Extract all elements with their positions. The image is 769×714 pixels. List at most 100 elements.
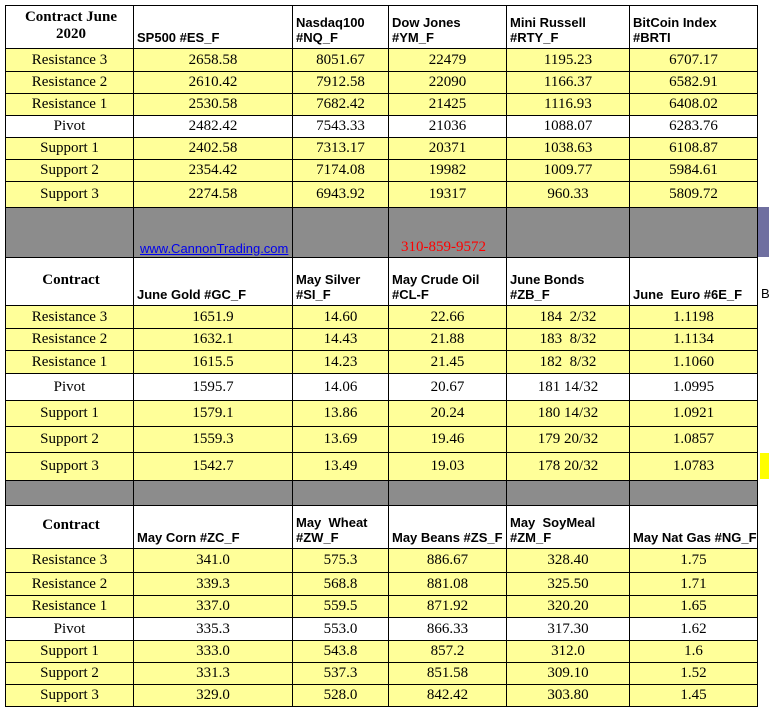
- data-cell: 335.3: [133, 617, 293, 641]
- header-text: Dow Jones: [392, 15, 461, 30]
- data-cell: 8051.67: [292, 48, 389, 72]
- data-cell: 1.65: [629, 595, 758, 618]
- data-cell: 21.45: [388, 350, 507, 374]
- header-text: Nasdaq100: [296, 15, 365, 30]
- data-cell: 1.0857: [629, 426, 758, 453]
- data-cell: 6707.17: [629, 48, 758, 72]
- data-cell: 1615.5: [133, 350, 293, 374]
- separator-cell: [5, 207, 134, 258]
- header-cell: Contract June 2020: [5, 5, 134, 49]
- header-text: #NQ_F: [296, 30, 338, 45]
- header-text: June Euro #6E_F: [633, 287, 743, 302]
- data-cell: 1.0921: [629, 400, 758, 427]
- data-cell: 14.43: [292, 328, 389, 351]
- data-cell: 553.0: [292, 617, 389, 641]
- data-cell: 20.67: [388, 373, 507, 401]
- data-cell: 1.0783: [629, 452, 758, 481]
- separator-cell: [388, 480, 507, 506]
- data-cell: 19982: [388, 159, 507, 182]
- data-cell: 6408.02: [629, 93, 758, 116]
- overflow-text: B: [761, 286, 769, 301]
- data-cell: 851.58: [388, 662, 507, 685]
- data-cell: 13.49: [292, 452, 389, 481]
- header-text: May Silver: [296, 272, 361, 287]
- header-text: Contract: [42, 271, 100, 288]
- data-cell: 528.0: [292, 684, 389, 707]
- data-cell: 1542.7: [133, 452, 293, 481]
- header-text: #ZW_F: [296, 530, 339, 545]
- header-cell: May Beans #ZS_F: [388, 505, 507, 549]
- data-cell: 1.6: [629, 640, 758, 663]
- separator-cell: [292, 480, 389, 506]
- data-cell: 19.46: [388, 426, 507, 453]
- edge-fill: [760, 453, 769, 479]
- phone: 310-859-9572: [401, 239, 486, 255]
- row-label: Support 1: [5, 137, 134, 160]
- header-cell: Nasdaq100 #NQ_F: [292, 5, 389, 49]
- header-cell: SP500 #ES_F: [133, 5, 293, 49]
- header-cell: BitCoin Index #BRTI: [629, 5, 758, 49]
- data-cell: 22479: [388, 48, 507, 72]
- header-text: May SoyMeal: [510, 515, 596, 530]
- data-cell: 325.50: [506, 572, 630, 596]
- header-cell: June Bonds #ZB_F: [506, 257, 630, 306]
- data-cell: 568.8: [292, 572, 389, 596]
- row-label: Support 2: [5, 662, 134, 685]
- data-cell: 7912.58: [292, 71, 389, 94]
- separator-cell: 310-859-9572: [388, 207, 507, 258]
- row-label: Pivot: [5, 617, 134, 641]
- data-cell: 19317: [388, 181, 507, 208]
- data-cell: 1009.77: [506, 159, 630, 182]
- header-text: #ZM_F: [510, 530, 552, 545]
- data-cell: 337.0: [133, 595, 293, 618]
- data-cell: 7543.33: [292, 115, 389, 138]
- data-cell: 2354.42: [133, 159, 293, 182]
- data-cell: 184 2/32: [506, 305, 630, 329]
- data-cell: 1595.7: [133, 373, 293, 401]
- header-text: 2020: [56, 25, 86, 42]
- data-cell: 7682.42: [292, 93, 389, 116]
- data-cell: 14.06: [292, 373, 389, 401]
- data-cell: 1.45: [629, 684, 758, 707]
- separator-cell: [506, 480, 630, 506]
- row-label: Resistance 2: [5, 71, 134, 94]
- data-cell: 329.0: [133, 684, 293, 707]
- header-cell: Contract: [5, 505, 134, 549]
- separator-cell: [5, 480, 134, 506]
- data-cell: 181 14/32: [506, 373, 630, 401]
- data-cell: 6283.76: [629, 115, 758, 138]
- data-cell: 179 20/32: [506, 426, 630, 453]
- data-cell: 182 8/32: [506, 350, 630, 374]
- data-cell: 1.1060: [629, 350, 758, 374]
- data-cell: 20371: [388, 137, 507, 160]
- data-cell: 2530.58: [133, 93, 293, 116]
- data-cell: 1.75: [629, 548, 758, 573]
- header-text: #CL-F: [392, 287, 429, 302]
- data-cell: 6943.92: [292, 181, 389, 208]
- row-label: Support 3: [5, 684, 134, 707]
- data-cell: 2610.42: [133, 71, 293, 94]
- data-cell: 1.62: [629, 617, 758, 641]
- header-text: May Corn #ZC_F: [137, 530, 240, 545]
- data-cell: 13.86: [292, 400, 389, 427]
- row-label: Resistance 3: [5, 548, 134, 573]
- row-label: Support 1: [5, 400, 134, 427]
- separator-cell: www.CannonTrading.com: [133, 207, 293, 258]
- header-text: May Crude Oil: [392, 272, 480, 287]
- data-cell: 333.0: [133, 640, 293, 663]
- header-text: May Nat Gas #NG_F: [633, 530, 757, 545]
- header-text: #RTY_F: [510, 30, 559, 45]
- website-link[interactable]: www.CannonTrading.com: [140, 241, 289, 256]
- data-cell: 21.88: [388, 328, 507, 351]
- data-cell: 537.3: [292, 662, 389, 685]
- data-cell: 1632.1: [133, 328, 293, 351]
- data-cell: 21036: [388, 115, 507, 138]
- data-cell: 881.08: [388, 572, 507, 596]
- header-cell: May Corn #ZC_F: [133, 505, 293, 549]
- row-label: Resistance 3: [5, 48, 134, 72]
- data-cell: 1038.63: [506, 137, 630, 160]
- header-cell: May Silver #SI_F: [292, 257, 389, 306]
- row-label: Resistance 1: [5, 350, 134, 374]
- data-cell: 857.2: [388, 640, 507, 663]
- data-cell: 21425: [388, 93, 507, 116]
